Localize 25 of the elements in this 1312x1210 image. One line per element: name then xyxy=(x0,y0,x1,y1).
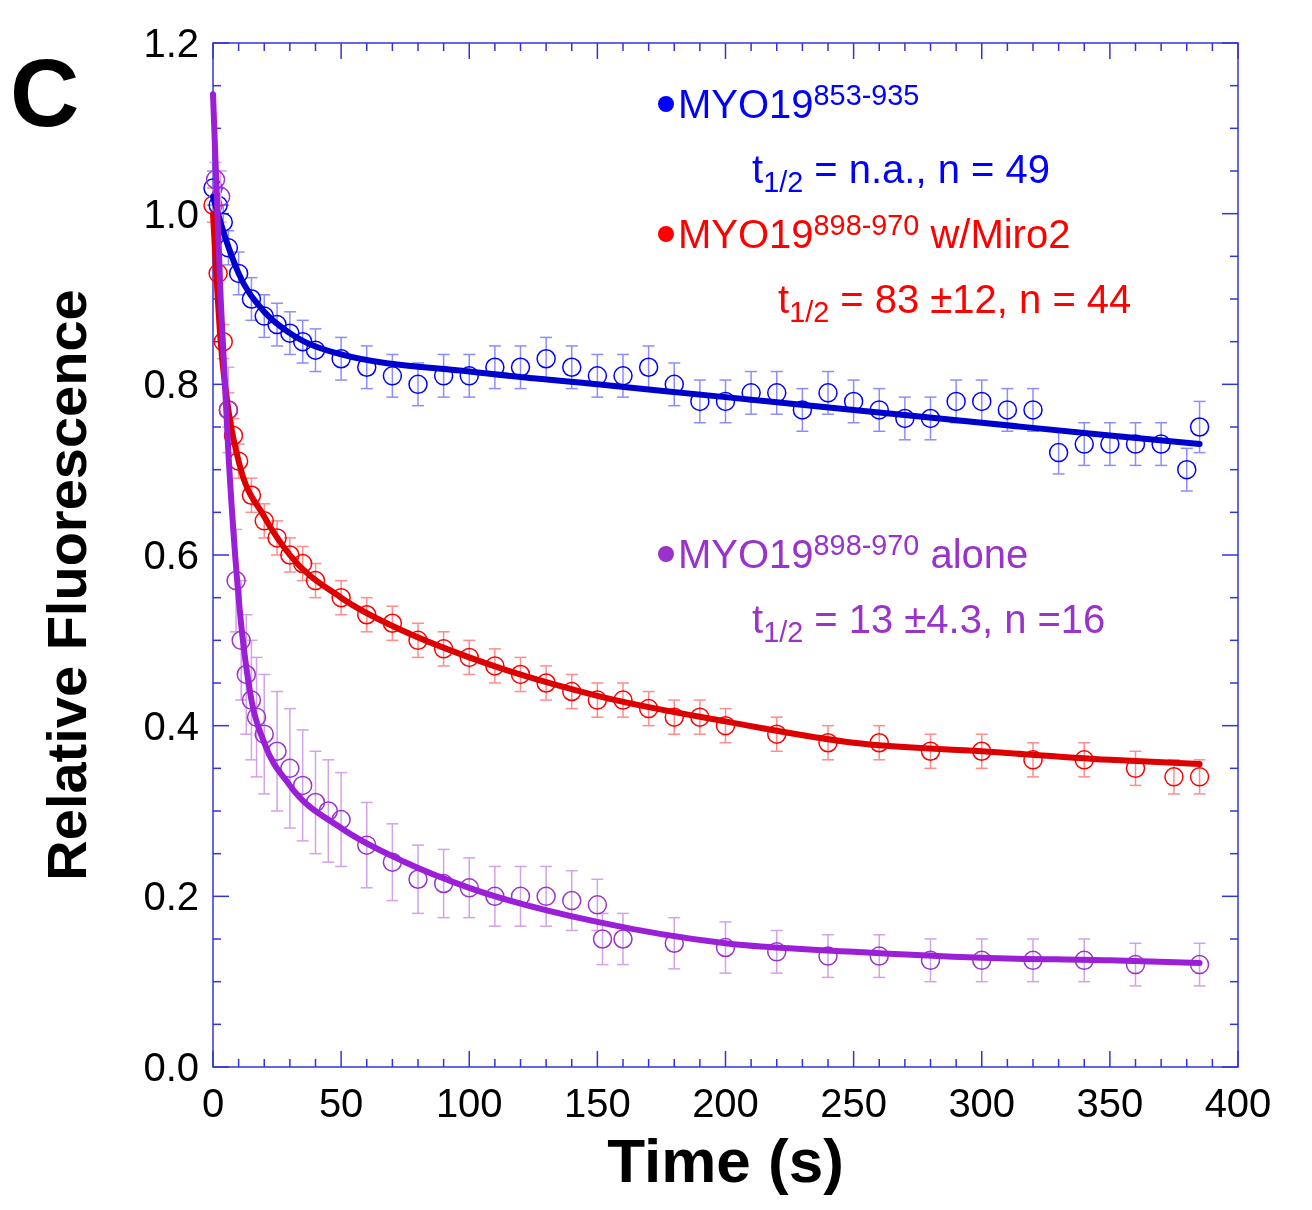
x-tick-label: 350 xyxy=(1076,1081,1144,1125)
annotation: t$_{1/2}$ = 13 ±4.3, n =16 xyxy=(752,597,1106,648)
y-tick-label: 0.8 xyxy=(143,362,199,407)
y-tick-label: 1.0 xyxy=(143,191,199,236)
annotation: t$_{1/2}$ = n.a., n = 49 xyxy=(752,147,1051,198)
x-tick-label: 300 xyxy=(948,1081,1016,1125)
x-tick-label: 400 xyxy=(1204,1081,1272,1125)
legend-label: MYO19$^{898-970}$ alone xyxy=(678,528,1029,576)
x-tick-label: 250 xyxy=(820,1081,887,1125)
x-tick-label: 200 xyxy=(692,1081,759,1125)
annotation: t$_{1/2}$ = 83 ±12, n = 44 xyxy=(778,277,1132,328)
x-tick-label: 0 xyxy=(201,1081,225,1125)
y-tick-label: 0.6 xyxy=(143,533,199,577)
x-tick-label: 150 xyxy=(564,1081,631,1125)
y-tick-label: 0.4 xyxy=(143,703,199,748)
y-tick-label: 0.0 xyxy=(143,1045,199,1089)
text: C xyxy=(10,39,80,146)
x-axis-title: Time (s) xyxy=(607,1126,844,1195)
y-tick-label: 0.2 xyxy=(143,874,199,919)
y-axis-title: Relative Fluorescence xyxy=(35,289,98,881)
legend-label: MYO19$^{853-935}$ xyxy=(678,78,920,126)
x-tick-label: 50 xyxy=(318,1081,364,1125)
y-tick-label: 1.2 xyxy=(143,21,199,65)
x-tick-label: 100 xyxy=(435,1081,503,1125)
legend-label: MYO19$^{898-970}$ w/Miro2 xyxy=(678,208,1071,256)
